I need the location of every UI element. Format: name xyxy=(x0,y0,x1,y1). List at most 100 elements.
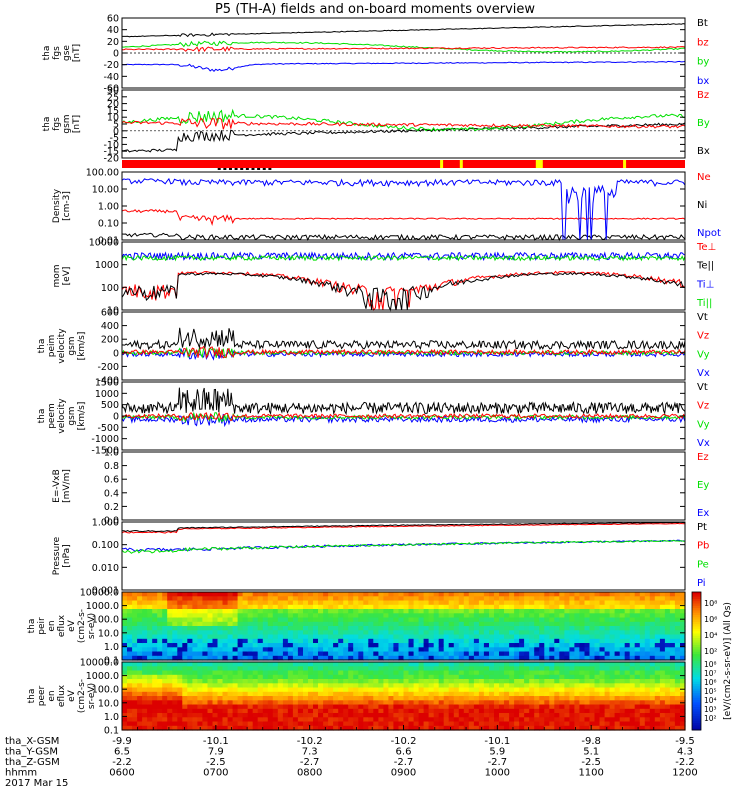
spectrogram-cell xyxy=(313,613,319,619)
spectrogram-cell xyxy=(252,674,259,680)
spectrogram-cell xyxy=(448,696,455,701)
spectrogram-cell xyxy=(433,609,440,614)
spectrogram-cell xyxy=(247,630,254,636)
spectrogram-cell xyxy=(634,617,641,623)
spectrogram-cell xyxy=(378,708,384,714)
series-vy xyxy=(121,346,686,359)
spectrogram-cell xyxy=(544,630,550,636)
spectrogram-cell xyxy=(599,651,606,657)
spectrogram-cell xyxy=(207,713,214,718)
spectrogram-cell xyxy=(398,638,405,644)
spectrogram-cell xyxy=(499,609,505,614)
spectrogram-cell xyxy=(308,621,314,627)
spectrogram-cell xyxy=(413,700,420,706)
spectrogram-cell xyxy=(589,700,596,706)
spectrogram-cell xyxy=(413,655,420,661)
colorbar-segment xyxy=(692,670,701,673)
spectrogram-cell xyxy=(277,721,284,727)
spectrogram-cell xyxy=(453,638,460,644)
spectrogram-cell xyxy=(177,617,183,623)
spectrogram-cell xyxy=(323,655,329,661)
spectrogram-cell xyxy=(539,721,545,727)
spectrogram-cell xyxy=(242,604,249,610)
spectrogram-cell xyxy=(664,666,671,672)
spectrogram-cell xyxy=(132,725,138,731)
spectrogram-cell xyxy=(654,613,661,619)
spectrogram-cell xyxy=(287,725,294,731)
spectrogram-cell xyxy=(212,609,219,614)
spectrogram-cell xyxy=(494,713,500,718)
spectrogram-cell xyxy=(639,674,646,680)
spectrogram-cell xyxy=(428,691,435,697)
spectrogram-cell xyxy=(448,600,455,606)
colorbar-segment xyxy=(692,697,701,701)
y-tick-label: 0 xyxy=(113,348,119,359)
spectrogram-cell xyxy=(504,647,510,653)
spectrogram-cell xyxy=(252,655,259,661)
spectrogram-cell xyxy=(468,721,475,727)
spectrogram-cell xyxy=(127,670,133,676)
spectrogram-cell xyxy=(468,592,475,597)
spectrogram-cell xyxy=(398,670,405,676)
spectrogram-cell xyxy=(539,691,545,697)
spectrogram-cell xyxy=(423,655,430,661)
spectrogram-cell xyxy=(237,725,244,731)
spectrogram-cell xyxy=(443,638,450,644)
spectrogram-cell xyxy=(509,621,515,627)
spectrogram-cell xyxy=(529,655,535,661)
spectrogram-cell xyxy=(182,700,188,706)
spectrogram-cell xyxy=(549,700,555,706)
spectrogram-cell xyxy=(227,700,234,706)
spectrogram-cell xyxy=(182,704,188,710)
spectrogram-cell xyxy=(403,662,410,667)
spectrogram-cell xyxy=(559,630,565,636)
spectrogram-cell xyxy=(534,696,540,701)
spectrogram-cell xyxy=(197,651,203,657)
spectrogram-cell xyxy=(147,717,153,723)
spectrogram-cell xyxy=(197,647,203,653)
spectrogram-cell xyxy=(594,683,601,689)
spectrogram-cell xyxy=(659,621,666,627)
spectrogram-cell xyxy=(363,691,369,697)
spectrogram-cell xyxy=(172,600,178,606)
spectrogram-cell xyxy=(363,679,369,684)
spectrogram-cell xyxy=(639,621,646,627)
spectrogram-cell xyxy=(589,617,596,623)
spectrogram-cell xyxy=(624,700,631,706)
spectrogram-cell xyxy=(534,721,540,727)
spectrogram-cell xyxy=(514,670,520,676)
spectrogram-cell xyxy=(579,647,585,653)
spectrogram-cell xyxy=(428,655,435,661)
spectrogram-cell xyxy=(122,634,128,640)
spectrogram-cell xyxy=(478,691,485,697)
spectrogram-cell xyxy=(328,596,334,602)
spectrogram-cell xyxy=(539,696,545,701)
spectrogram-cell xyxy=(358,700,364,706)
spectrogram-cell xyxy=(237,643,244,648)
spectrogram-cell xyxy=(654,725,661,731)
spectrogram-cell xyxy=(524,717,530,723)
spectrogram-cell xyxy=(308,721,314,727)
spectrogram-cell xyxy=(473,596,480,602)
spectrogram-cell xyxy=(222,696,229,701)
footer-value: 0800 xyxy=(297,768,322,779)
spectrogram-cell xyxy=(443,679,450,684)
spectrogram-cell xyxy=(609,638,616,644)
spectrogram-cell xyxy=(413,651,420,657)
spectrogram-cell xyxy=(383,700,389,706)
spectrogram-cell xyxy=(413,696,420,701)
spectrogram-cell xyxy=(659,679,666,684)
spectrogram-cell xyxy=(292,626,299,631)
spectrogram-cell xyxy=(604,643,611,648)
spectrogram-cell xyxy=(629,708,636,714)
spectrogram-cell xyxy=(634,621,641,627)
spectrogram-cell xyxy=(187,700,193,706)
spectrogram-cell xyxy=(147,700,153,706)
spectrogram-cell xyxy=(609,617,616,623)
spectrogram-cell xyxy=(287,647,294,653)
spectrogram-cell xyxy=(247,721,254,727)
spectrogram-cell xyxy=(358,621,364,627)
spectrogram-cell xyxy=(157,626,163,631)
spectrogram-cell xyxy=(297,647,304,653)
spectrogram-cell xyxy=(644,638,651,644)
